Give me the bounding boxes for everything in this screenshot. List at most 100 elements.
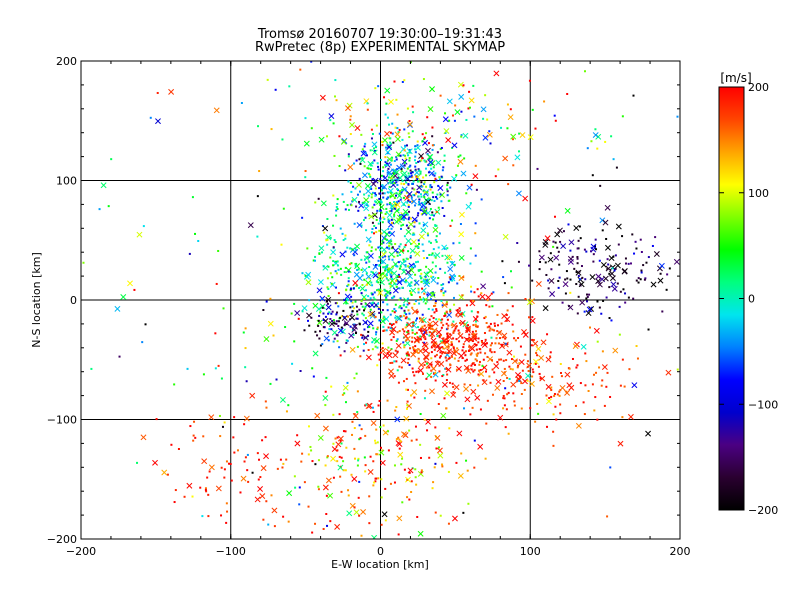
scatter-dot-marker [361, 312, 364, 315]
scatter-dot-marker [426, 191, 429, 194]
scatter-dot-marker [394, 349, 397, 352]
scatter-dot-marker [382, 325, 385, 328]
scatter-cross-marker [201, 458, 208, 465]
scatter-cross-marker [564, 207, 571, 214]
scatter-dot-marker [414, 148, 417, 151]
scatter-dot-marker [415, 219, 418, 222]
scatter-cross-marker [263, 336, 270, 342]
scatter-cross-marker [279, 396, 286, 403]
scatter-dot-marker [602, 299, 605, 302]
scatter-dot-marker [480, 198, 483, 201]
scatter-dot-marker [465, 304, 468, 307]
scatter-dot-marker [596, 418, 599, 421]
scatter-dot-marker [504, 342, 507, 345]
scatter-cross-marker [658, 262, 665, 269]
scatter-dot-marker [406, 404, 409, 407]
scatter-dot-marker [434, 302, 437, 305]
scatter-dot-marker [463, 407, 466, 410]
scatter-dot-marker [436, 335, 439, 338]
scatter-dot-marker [441, 352, 444, 355]
scatter-cross-marker [446, 334, 453, 341]
scatter-dot-marker [405, 352, 408, 355]
scatter-dot-marker [352, 185, 355, 188]
scatter-dot-marker [394, 243, 397, 246]
scatter-cross-marker [515, 190, 522, 197]
scatter-dot-marker [445, 359, 448, 362]
scatter-dot-marker [591, 174, 594, 177]
scatter-dot-marker [461, 336, 464, 339]
scatter-cross-marker [444, 390, 451, 397]
scatter-dot-marker [396, 350, 399, 353]
scatter-dot-marker [432, 317, 435, 320]
scatter-dot-marker [452, 331, 455, 334]
scatter-dot-marker [434, 355, 437, 358]
scatter-dot-marker [411, 306, 414, 309]
scatter-dot-marker [340, 456, 343, 459]
scatter-dot-marker [417, 339, 420, 342]
scatter-dot-marker [186, 367, 189, 370]
scatter-dot-marker [358, 158, 361, 161]
scatter-dot-marker [431, 148, 434, 151]
scatter-dot-marker [282, 515, 285, 518]
scatter-dot-marker [389, 361, 392, 364]
scatter-dot-marker [329, 256, 332, 259]
scatter-cross-marker [464, 396, 471, 403]
scatter-dot-marker [347, 180, 350, 183]
scatter-dot-marker [441, 254, 444, 257]
scatter-cross-marker [306, 312, 312, 319]
scatter-dot-marker [365, 341, 368, 344]
scatter-dot-marker [606, 258, 609, 261]
scatter-cross-marker [608, 255, 615, 262]
x-tick-label: 200 [670, 545, 691, 558]
scatter-dot-marker [386, 264, 389, 267]
y-tick-label: 0 [70, 294, 77, 307]
scatter-cross-marker [585, 310, 592, 317]
scatter-dot-marker [217, 364, 220, 367]
scatter-dot-marker [414, 468, 417, 471]
scatter-cross-marker [430, 337, 437, 344]
scatter-dot-marker [474, 334, 477, 337]
scatter-dot-marker [399, 305, 402, 308]
scatter-dot-marker [399, 254, 402, 257]
scatter-dot-marker [359, 437, 362, 440]
scatter-dot-marker [441, 465, 444, 468]
scatter-dot-marker [414, 168, 417, 171]
scatter-dot-marker [387, 326, 390, 329]
scatter-dot-marker [344, 208, 347, 211]
scatter-dot-marker [455, 174, 458, 177]
scatter-dot-marker [335, 209, 338, 212]
scatter-dot-marker [506, 127, 509, 130]
scatter-cross-marker [567, 258, 574, 265]
scatter-dot-marker [428, 253, 431, 256]
scatter-dot-marker [442, 283, 445, 286]
scatter-dot-marker [443, 315, 446, 318]
scatter-dot-marker [222, 307, 225, 310]
scatter-dot-marker [414, 192, 417, 195]
scatter-dot-marker [478, 360, 481, 363]
scatter-dot-marker [468, 333, 471, 336]
scatter-dot-marker [453, 303, 456, 306]
scatter-dot-marker [441, 375, 444, 378]
scatter-dot-marker [408, 149, 411, 152]
scatter-dot-marker [364, 258, 367, 261]
scatter-dot-marker [575, 366, 578, 369]
scatter-dot-marker [362, 309, 365, 312]
scatter-dot-marker [363, 307, 366, 310]
scatter-dot-marker [439, 351, 442, 354]
scatter-dot-marker [438, 176, 441, 179]
scatter-cross-marker [609, 275, 616, 282]
scatter-cross-marker [406, 191, 413, 197]
scatter-dot-marker [326, 277, 329, 280]
scatter-dot-marker [408, 159, 411, 162]
scatter-dot-marker [423, 257, 426, 260]
scatter-dot-marker [526, 379, 529, 382]
scatter-dot-marker [371, 132, 374, 135]
scatter-cross-marker [318, 136, 325, 143]
scatter-dot-marker [493, 324, 496, 327]
scatter-dot-marker [477, 337, 480, 340]
scatter-dot-marker [557, 279, 560, 282]
scatter-cross-marker [394, 202, 401, 208]
scatter-dot-marker [406, 331, 409, 334]
scatter-dot-marker [376, 162, 379, 165]
scatter-dot-marker [405, 181, 408, 184]
